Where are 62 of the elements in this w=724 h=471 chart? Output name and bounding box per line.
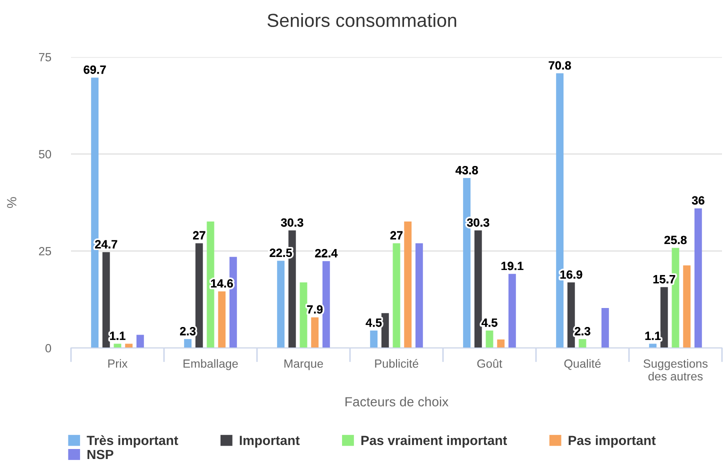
bar	[392, 243, 400, 348]
data-label: 27	[193, 231, 206, 240]
legend-label: NSP	[88, 450, 114, 460]
chart-title: Seniors consommation	[268, 13, 456, 28]
data-label: 69.7	[84, 65, 106, 74]
bar	[683, 265, 691, 348]
bar	[567, 282, 575, 348]
bar	[660, 287, 668, 348]
data-label: 43.8	[456, 166, 478, 174]
bar	[300, 282, 308, 348]
bar	[136, 334, 144, 348]
y-tick-label: 25	[39, 247, 52, 256]
x-tick-label: Publicité	[375, 358, 418, 368]
x-axis-title: Facteurs de choix	[346, 396, 448, 406]
bar	[102, 252, 110, 348]
bar	[381, 313, 389, 348]
legend-label: Pas important	[568, 435, 656, 448]
bar	[277, 260, 285, 348]
bar	[218, 291, 226, 348]
bar	[486, 330, 494, 348]
bar	[649, 344, 657, 348]
bar	[474, 230, 482, 348]
legend-label: Important	[240, 436, 300, 448]
x-tick-label: Suggestions des autres	[644, 359, 708, 380]
x-tick-label: Emballage	[184, 359, 238, 370]
data-label: 2.3	[180, 326, 196, 336]
bar	[694, 208, 702, 348]
data-label: 14.6	[211, 279, 233, 288]
y-tick-label: 75	[39, 53, 52, 62]
data-label: 7.9	[307, 305, 323, 314]
legend-label: Très important	[86, 435, 178, 448]
bar	[370, 330, 378, 348]
bar	[497, 339, 505, 348]
data-label: 16.9	[560, 270, 582, 279]
data-label: 27	[390, 231, 403, 240]
bar	[322, 261, 330, 348]
bar	[311, 317, 319, 348]
data-label: 70.8	[548, 61, 571, 70]
data-label: 30.3	[280, 218, 304, 227]
x-tick-label: Prix	[108, 359, 128, 368]
y-tick-label: 50	[38, 150, 52, 158]
x-tick-label: Marque	[284, 360, 323, 370]
x-tick-label: Qualité	[564, 358, 601, 370]
bar	[404, 222, 412, 348]
data-label: 15.7	[653, 275, 676, 284]
data-label: 30.3	[466, 218, 490, 227]
bar	[508, 274, 516, 348]
bar	[184, 339, 192, 348]
data-label: 24.7	[95, 240, 118, 248]
x-tick-label: Goût	[477, 359, 502, 368]
data-label: 36	[692, 196, 704, 205]
data-label: 1.1	[110, 332, 126, 340]
bar	[415, 243, 423, 348]
data-label: 25.8	[664, 236, 687, 244]
legend-label: Pas vraiment important	[361, 435, 507, 448]
bar	[195, 243, 203, 348]
data-label: 22.4	[315, 249, 338, 258]
bar	[125, 344, 133, 348]
data-label: 19.1	[501, 262, 524, 270]
y-axis-title: %	[7, 197, 16, 208]
bar	[601, 308, 609, 348]
y-tick-label: 0	[45, 344, 52, 352]
